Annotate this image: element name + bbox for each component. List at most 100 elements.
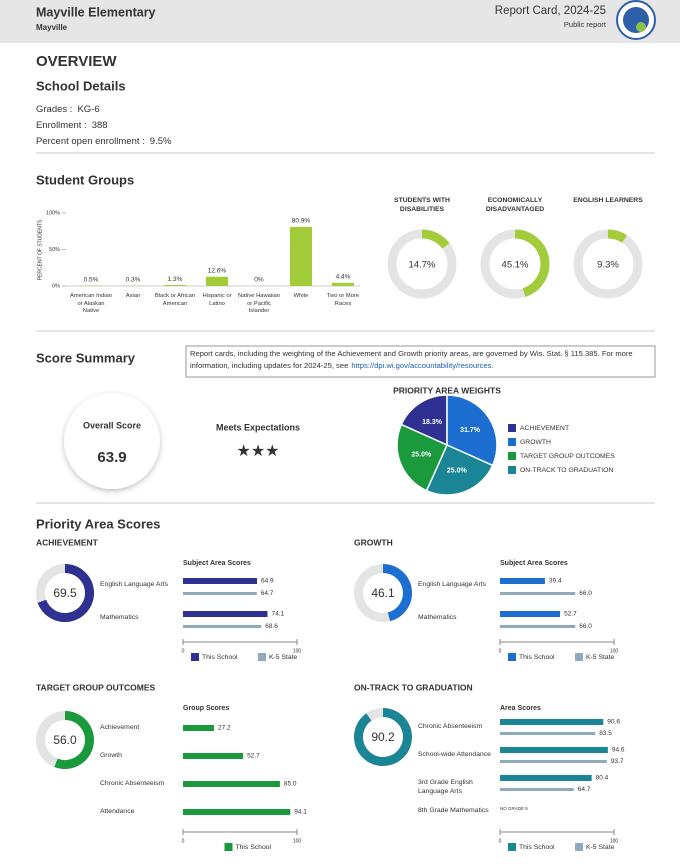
pie-title: PRIORITY AREA WEIGHTS	[393, 385, 501, 395]
note-box-text: Report cards, including the weighting of…	[190, 349, 633, 370]
bar	[500, 578, 545, 584]
category-label: Asian	[125, 293, 141, 299]
report-subtitle: Public report	[564, 20, 607, 29]
value-label: 0%	[254, 277, 264, 284]
note-box	[185, 345, 656, 378]
category-label-box: American Indian or Alaskan Native	[70, 293, 112, 314]
category-label: 8th Grade Mathematics	[418, 807, 489, 814]
overall-circle	[64, 393, 160, 489]
category-label: Hispanic or Latino	[202, 293, 232, 307]
value-label: 4.4%	[336, 274, 351, 281]
value-label: 52.7	[564, 611, 577, 618]
detail-line: Percent open enrollment : 9.5%	[36, 136, 172, 147]
category-label-box: 3rd Grade English Language Arts	[418, 779, 473, 795]
details-title: School Details	[36, 78, 126, 93]
value-label: 0.5%	[84, 276, 99, 283]
legend-swatch	[508, 452, 516, 460]
chart-subtitle: Area Scores	[500, 705, 541, 712]
value-label: 85.0	[284, 781, 297, 788]
panel-title: ON-TRACK TO GRADUATION	[354, 682, 473, 692]
bar	[500, 625, 576, 628]
donut-label: 46.1	[371, 586, 395, 600]
category-label-box: Mathematics	[418, 614, 457, 621]
detail-label: Grades :	[36, 104, 72, 115]
bar	[500, 732, 596, 735]
legend-swatch	[258, 653, 266, 661]
bar	[500, 611, 561, 617]
category-label-box: English Language Arts	[418, 581, 486, 588]
value-label: 39.4	[549, 578, 562, 585]
legend-swatch	[508, 466, 516, 474]
note-link[interactable]: https://dpi.wi.gov/accountability/resour…	[351, 361, 494, 370]
y-tick-label: 50%	[49, 247, 60, 253]
donut-arc	[607, 229, 628, 243]
legend-swatch	[508, 438, 516, 446]
x-tick-label: 100	[293, 838, 302, 844]
overview-title: OVERVIEW	[36, 53, 117, 70]
category-label: Chronic Absenteeism	[418, 723, 483, 730]
value-label: 64.9	[261, 578, 274, 585]
value-label: 90.6	[607, 719, 620, 726]
value-label: 27.2	[218, 725, 231, 732]
x-tick-label: 100	[293, 648, 302, 654]
bar	[500, 747, 608, 753]
overall-label: Overall Score	[83, 420, 141, 430]
bar	[183, 611, 268, 617]
category-label: Mathematics	[418, 614, 457, 621]
value-label: 52.7	[247, 753, 260, 760]
bar	[500, 788, 574, 791]
rating: Meets Expectations	[216, 422, 300, 432]
value-label: 12.6%	[208, 268, 227, 275]
category-label: Chronic Absenteeism	[100, 780, 165, 787]
donut-label: 45.1%	[502, 260, 529, 271]
section-title: Score Summary	[36, 350, 136, 365]
overall-score: 63.9	[97, 449, 126, 466]
bar	[290, 226, 312, 286]
pie-slice	[446, 394, 498, 467]
x-tick-label: 100	[610, 838, 619, 844]
donut-label: 90.2	[371, 730, 395, 744]
category-label-box: Attendance	[100, 808, 134, 815]
legend-swatch	[575, 843, 583, 851]
value-label: 66.0	[579, 590, 592, 597]
category-label-box: Mathematics	[100, 614, 139, 621]
district-name: Mayville	[36, 23, 68, 32]
legend-label: K-5 State	[586, 654, 615, 661]
donut-arc	[354, 708, 412, 766]
value-label: 64.7	[578, 786, 591, 793]
panel-title: TARGET GROUP OUTCOMES	[36, 682, 155, 692]
bar	[183, 809, 291, 815]
category-label: Native Hawaiian or Pacific Islander	[238, 293, 280, 314]
category-label-box: White	[294, 293, 309, 299]
pie-slice	[396, 423, 448, 492]
category-label-box: Two or More Races	[327, 293, 359, 307]
bar	[183, 592, 257, 595]
bar	[500, 760, 607, 763]
value-label: 80.9%	[292, 218, 311, 225]
donut-title-box: ENGLISH LEARNERS	[573, 197, 643, 204]
legend-label: This School	[236, 844, 272, 851]
chart-subtitle: Subject Area Scores	[183, 560, 251, 567]
category-label: American Indian or Alaskan Native	[70, 293, 112, 314]
legend-label: K-5 State	[269, 654, 298, 661]
donut-arc	[37, 564, 94, 622]
bar	[183, 578, 257, 584]
legend-swatch	[224, 843, 233, 851]
slice-label: 25.0%	[411, 452, 432, 459]
bar	[332, 282, 354, 286]
bar	[206, 276, 228, 286]
category-label-box: Chronic Absenteeism	[418, 723, 483, 730]
note-text: Report cards, including the weighting of…	[190, 349, 633, 370]
donut-arc	[421, 229, 450, 249]
category-label: English Language Arts	[100, 581, 169, 588]
x-tick-label: 0	[182, 838, 185, 844]
category-label-box: Growth	[100, 752, 122, 759]
legend-label: ON-TRACK TO GRADUATION	[520, 467, 613, 474]
detail-value: 9.5%	[150, 136, 172, 147]
value-label: 1.3%	[168, 276, 183, 283]
legend-label: TARGET GROUP OUTCOMES	[520, 453, 615, 460]
donut-arc	[54, 711, 94, 769]
y-tick-label: 0%	[52, 283, 60, 289]
